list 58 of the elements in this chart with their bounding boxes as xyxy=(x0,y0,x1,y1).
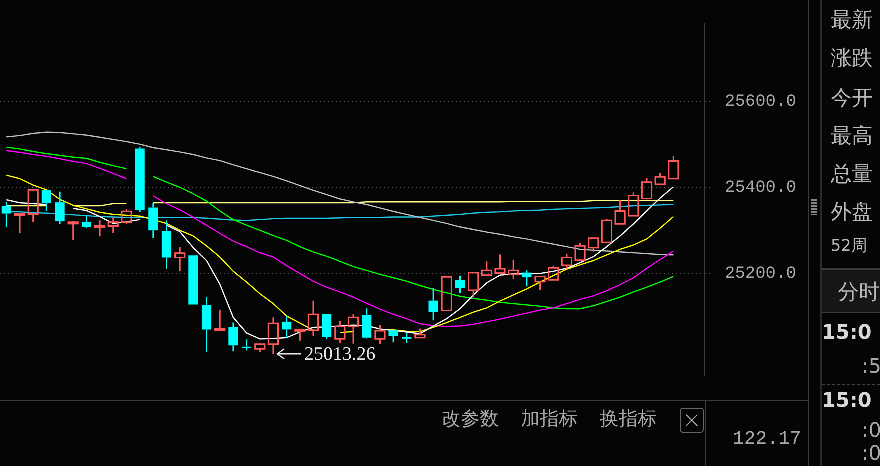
y-tick-label: 25200.0 xyxy=(725,265,796,284)
candlestick xyxy=(282,316,292,339)
text: 分时 xyxy=(838,279,880,306)
text: 总量 xyxy=(831,161,873,188)
candlestick xyxy=(334,320,346,344)
y-tick-label: 25600.0 xyxy=(725,92,796,112)
text: 52周 xyxy=(831,236,868,257)
text: 最新 xyxy=(831,7,873,34)
candlestick xyxy=(481,260,492,276)
candlestick xyxy=(522,270,532,288)
candlestick xyxy=(362,308,372,340)
candlestick xyxy=(68,220,79,242)
candlestick xyxy=(508,259,520,280)
text: 今开 xyxy=(831,85,873,112)
candlestick xyxy=(94,220,106,238)
candlestick xyxy=(348,313,360,345)
text: 122.17 xyxy=(733,428,802,450)
annotation: 25013.26 xyxy=(304,344,376,366)
candlestick xyxy=(614,199,626,225)
candlestick xyxy=(14,213,26,234)
candlestick xyxy=(308,300,320,337)
y-tick-label: 25400.0 xyxy=(725,179,796,198)
text: 加指标 xyxy=(521,407,578,432)
text: :0 xyxy=(862,441,880,465)
candlestick xyxy=(162,220,172,270)
candlestick xyxy=(268,316,280,355)
text: 改参数 xyxy=(442,407,499,432)
text: 涨跌 xyxy=(831,45,873,72)
text: 15:0 xyxy=(822,388,872,412)
text: :5 xyxy=(862,354,880,378)
candlestick xyxy=(294,328,306,342)
text: :0 xyxy=(862,418,880,442)
candlestick xyxy=(214,310,226,332)
candlestick xyxy=(202,296,212,354)
candlestick xyxy=(374,324,386,346)
candlestick xyxy=(388,330,398,344)
candlestick xyxy=(42,190,52,212)
candlestick xyxy=(428,288,438,322)
candlestick xyxy=(28,189,39,224)
candlestick xyxy=(494,254,506,274)
text: 换指标 xyxy=(600,407,657,432)
text: 15:0 xyxy=(822,320,872,344)
candlestick xyxy=(455,275,466,294)
candlestick xyxy=(82,216,92,229)
candlestick xyxy=(108,216,119,234)
candlestick xyxy=(135,146,145,214)
candlestick xyxy=(174,246,186,272)
candlestick xyxy=(468,272,480,299)
candlestick xyxy=(2,201,12,228)
candlestick xyxy=(242,338,252,352)
text: 外盘 xyxy=(831,199,873,226)
candlestick xyxy=(534,276,546,291)
candlestick xyxy=(402,332,412,344)
candlestick xyxy=(55,191,65,226)
candlestick xyxy=(228,322,238,352)
candlestick xyxy=(148,202,158,240)
candlestick xyxy=(322,314,332,340)
text: 最高 xyxy=(831,123,873,150)
